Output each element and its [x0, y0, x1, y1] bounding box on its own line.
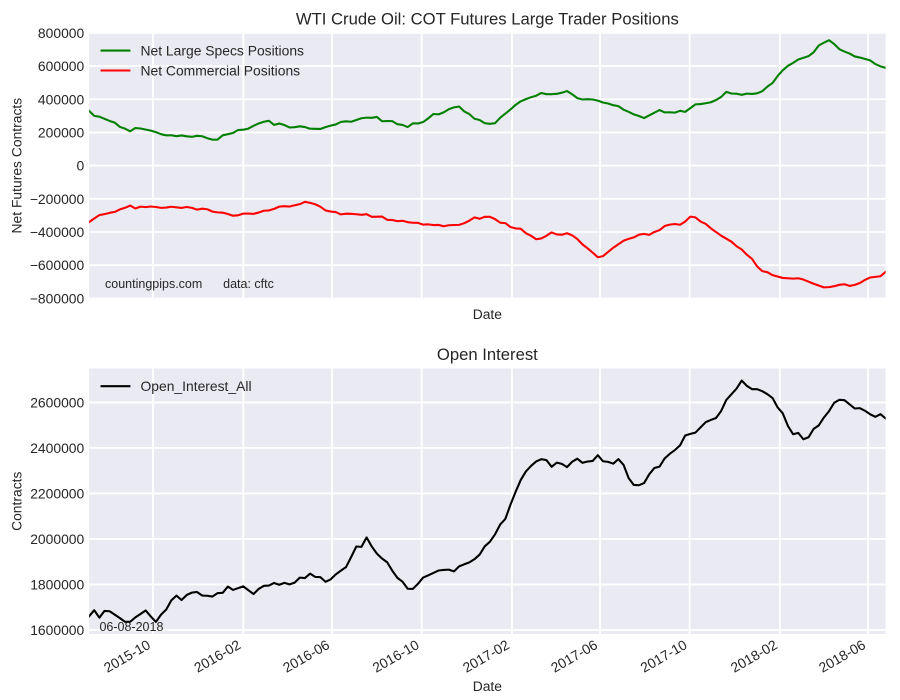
svg-text:2400000: 2400000	[30, 440, 84, 456]
svg-text:0: 0	[77, 158, 85, 174]
svg-text:800000: 800000	[38, 25, 85, 41]
svg-text:400000: 400000	[38, 91, 85, 107]
svg-text:Date: Date	[473, 306, 503, 322]
svg-text:06-08-2018: 06-08-2018	[99, 620, 163, 634]
svg-text:600000: 600000	[38, 58, 85, 74]
svg-text:2600000: 2600000	[30, 394, 84, 410]
svg-text:−600000: −600000	[30, 257, 85, 273]
svg-text:−800000: −800000	[30, 290, 85, 306]
svg-text:−200000: −200000	[30, 191, 85, 207]
svg-text:Net Large Specs Positions: Net Large Specs Positions	[140, 42, 304, 58]
svg-text:Date: Date	[473, 678, 503, 694]
svg-text:−400000: −400000	[30, 224, 85, 240]
svg-text:1600000: 1600000	[30, 622, 84, 638]
svg-text:WTI Crude Oil: COT Futures Lar: WTI Crude Oil: COT Futures Large Trader …	[296, 10, 679, 29]
svg-text:2200000: 2200000	[30, 485, 84, 501]
svg-text:Net Commercial Positions: Net Commercial Positions	[140, 62, 300, 78]
svg-text:2000000: 2000000	[30, 531, 84, 547]
svg-text:countingpips.com data: cf: countingpips.com data: cftc	[105, 277, 274, 291]
svg-text:Open Interest: Open Interest	[437, 345, 538, 364]
svg-text:200000: 200000	[38, 124, 85, 140]
svg-text:Net Futures Contracts: Net Futures Contracts	[8, 98, 24, 234]
svg-text:Contracts: Contracts	[9, 471, 25, 530]
svg-text:1800000: 1800000	[30, 576, 84, 592]
svg-text:Open_Interest_All: Open_Interest_All	[140, 378, 251, 394]
